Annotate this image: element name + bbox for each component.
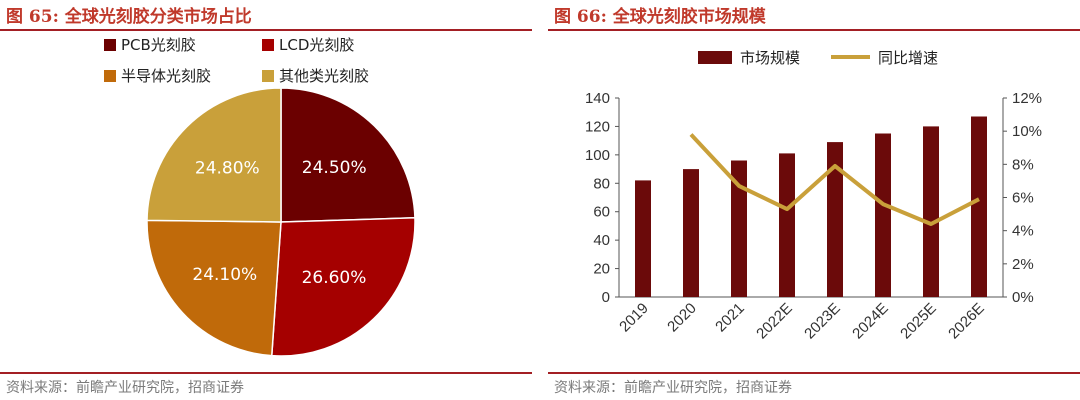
slice-label: 24.10% (192, 265, 257, 285)
x-tick-label: 2019 (616, 300, 652, 336)
right-figure: 图 66: 全球光刻胶市场规模 市场规模 同比增速 0 20 40 60 80 100 120 1… (548, 0, 1080, 400)
bar (923, 126, 939, 298)
pie-slice (280, 87, 416, 223)
x-tick-label: 2025E (897, 300, 940, 343)
y2-tick-label: 6% (1012, 190, 1034, 207)
x-tick-label: 2026E (945, 300, 988, 343)
legend-label: LCD光刻胶 (279, 36, 354, 54)
bar (971, 116, 987, 297)
x-tick-label: 2024E (849, 300, 892, 343)
pie-slice (270, 217, 416, 357)
bar (683, 169, 699, 297)
legend-swatch (104, 39, 116, 51)
bar (827, 142, 843, 297)
figure-title: 图 66: 全球光刻胶市场规模 (554, 7, 766, 27)
y2-tick-label: 0% (1012, 289, 1034, 306)
bar (779, 153, 795, 297)
slice-label: 26.60% (302, 268, 367, 288)
y2-tick-label: 2% (1012, 256, 1034, 273)
y-tick-label: 100 (585, 147, 610, 164)
y2-tick-label: 4% (1012, 223, 1034, 240)
bar-line-chart: 市场规模 同比增速 0 20 40 60 80 100 120 140 0% 2% 4% 6% 8% 10% 1… (585, 49, 1042, 343)
legend-label: 其他类光刻胶 (279, 67, 369, 85)
pie-slice (146, 219, 282, 357)
bar (875, 133, 891, 297)
title-divider (548, 29, 1080, 31)
legend-label: 半导体光刻胶 (121, 67, 211, 85)
x-tick-label: 2022E (753, 300, 796, 343)
source-note: 资料来源：前瞻产业研究院，招商证券 (554, 380, 792, 396)
growth-line (689, 133, 980, 226)
y2-tick-label: 8% (1012, 156, 1034, 173)
source-note: 资料来源：前瞻产业研究院，招商证券 (6, 380, 244, 396)
y-tick-label: 120 (585, 118, 610, 135)
slice-label: 24.50% (302, 158, 367, 178)
legend-swatch (104, 70, 116, 82)
y2-tick-label: 10% (1012, 123, 1042, 140)
y-tick-label: 40 (593, 232, 610, 249)
slice-label: 24.80% (195, 159, 260, 179)
legend-label: 同比增速 (878, 49, 938, 67)
x-tick-label: 2020 (664, 300, 700, 336)
y2-tick-label: 12% (1012, 90, 1042, 107)
y-tick-label: 0 (602, 289, 610, 306)
bar (635, 180, 651, 297)
footer-divider (548, 372, 1080, 374)
y-tick-label: 20 (593, 261, 610, 278)
pie-slice (146, 87, 282, 223)
x-tick-label: 2023E (801, 300, 844, 343)
title-divider (0, 29, 532, 31)
y-tick-label: 80 (593, 175, 610, 192)
legend-swatch (262, 39, 274, 51)
figure-title: 图 65: 全球光刻胶分类市场占比 (6, 7, 252, 27)
x-tick-label: 2021 (712, 300, 748, 336)
legend-label: 市场规模 (740, 49, 800, 67)
footer-divider (0, 372, 532, 374)
legend-swatch (698, 51, 732, 64)
y-tick-label: 60 (593, 204, 610, 221)
bar (731, 160, 747, 297)
legend-label: PCB光刻胶 (121, 36, 196, 54)
y-tick-label: 140 (585, 90, 610, 107)
legend-swatch (262, 70, 274, 82)
left-figure: 图 65: 全球光刻胶分类市场占比 PCB光刻胶 LCD光刻胶半导体光刻胶 其他类光… (0, 0, 532, 400)
